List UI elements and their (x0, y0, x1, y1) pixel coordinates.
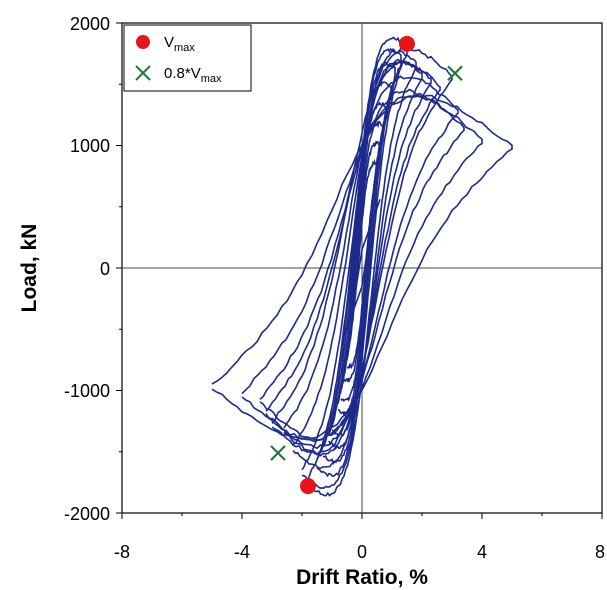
legend-vmax08-main: 0.8*V (164, 65, 201, 82)
legend-vmax08-sub: max (201, 73, 222, 85)
legend-vmax-marker (136, 35, 150, 49)
legend-vmax08-marker (135, 65, 151, 81)
hysteresis-loop (301, 58, 423, 489)
x-tick-label-0: 0 (357, 542, 367, 562)
hysteresis-loop (271, 46, 453, 456)
hysteresis-loop (265, 75, 459, 450)
legend-vmax-label: Vmax (164, 34, 195, 54)
vmax08-point (447, 65, 463, 82)
y-tick-label-minus-1000: -1000 (64, 381, 110, 401)
hysteresis-loop (241, 95, 483, 443)
legend-vmax-sub: max (174, 42, 195, 54)
hysteresis-loop (292, 60, 432, 470)
hysteresis-loop (307, 49, 417, 497)
initial-cycle (343, 199, 381, 337)
y-tick-label-0: 0 (100, 259, 110, 279)
x-axis-title: Drift Ratio, % (296, 566, 428, 589)
y-tick-label-1000: 1000 (70, 136, 110, 156)
y-axis-title: Load, kN (18, 224, 41, 313)
x-tick-label-minus-8: -8 (114, 542, 130, 562)
y-tick-label-minus-2000: -2000 (64, 504, 110, 524)
legend-vmax-main: V (164, 34, 174, 51)
peak-markers (270, 35, 463, 495)
hysteresis-loop (211, 94, 513, 441)
axis-ticks (116, 22, 603, 519)
vmax-point (399, 35, 415, 52)
vmax08-point (270, 445, 286, 461)
hysteresis-loop (283, 61, 441, 457)
legend: Vmax 0.8*Vmax (123, 24, 252, 92)
vmax-point (300, 478, 316, 495)
x-tick-label-8: 8 (595, 542, 605, 562)
x-tick-label-4: 4 (477, 542, 487, 562)
legend-vmax08-label: 0.8*Vmax (164, 65, 222, 85)
x-tick-label-minus-4: -4 (234, 542, 250, 562)
y-tick-label-2000: 2000 (70, 14, 110, 34)
